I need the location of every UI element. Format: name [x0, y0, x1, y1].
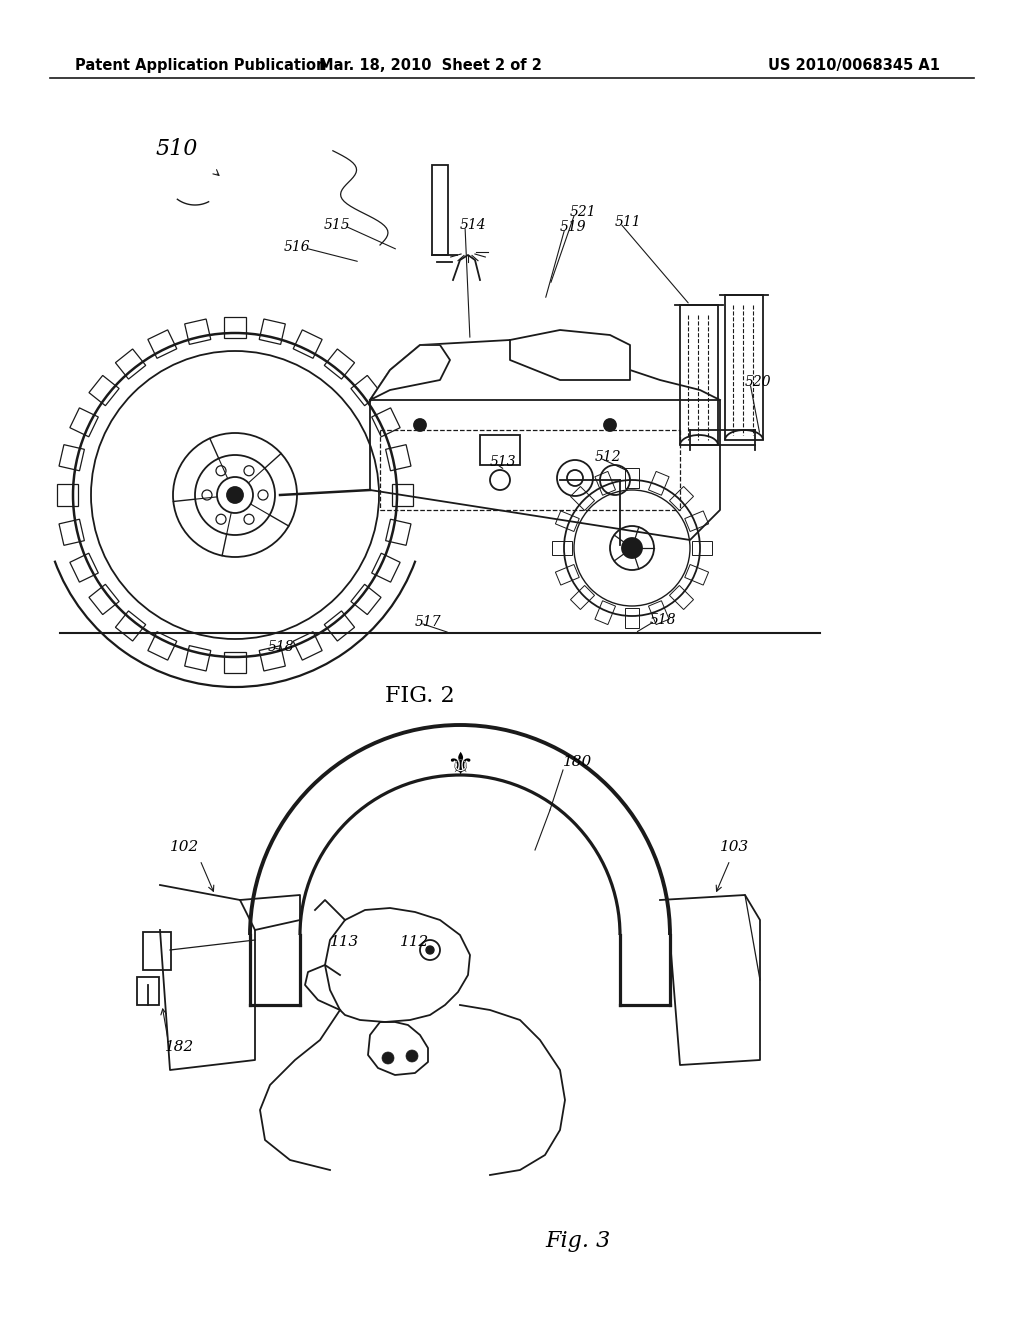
Text: 511: 511	[615, 215, 642, 228]
Polygon shape	[370, 345, 450, 400]
Text: 102: 102	[170, 840, 200, 854]
Text: 513: 513	[490, 455, 517, 469]
Text: 103: 103	[720, 840, 750, 854]
Circle shape	[604, 418, 616, 432]
Circle shape	[244, 515, 254, 524]
Text: 113: 113	[330, 935, 359, 949]
Circle shape	[382, 1052, 394, 1064]
Circle shape	[216, 515, 226, 524]
Circle shape	[227, 487, 243, 503]
Text: 514: 514	[460, 218, 486, 232]
Bar	[725, 294, 763, 440]
Text: 517: 517	[415, 615, 441, 630]
Circle shape	[622, 539, 642, 558]
Circle shape	[202, 490, 212, 500]
Circle shape	[244, 466, 254, 475]
Text: 182: 182	[165, 1040, 195, 1053]
Text: ⚜: ⚜	[446, 751, 474, 780]
Text: 520: 520	[745, 375, 772, 389]
Circle shape	[406, 1049, 418, 1063]
Circle shape	[414, 418, 426, 432]
Bar	[137, 977, 159, 1005]
Circle shape	[426, 946, 434, 954]
Text: Fig. 3: Fig. 3	[545, 1230, 610, 1251]
Text: 518: 518	[650, 612, 677, 627]
Text: Patent Application Publication: Patent Application Publication	[75, 58, 327, 73]
Text: Mar. 18, 2010  Sheet 2 of 2: Mar. 18, 2010 Sheet 2 of 2	[318, 58, 542, 73]
Text: 519: 519	[560, 220, 587, 234]
Bar	[680, 305, 718, 445]
Polygon shape	[510, 330, 630, 380]
Text: 510: 510	[155, 139, 198, 160]
Circle shape	[258, 490, 268, 500]
Text: 180: 180	[563, 755, 592, 770]
Text: 521: 521	[570, 205, 597, 219]
Bar	[143, 932, 171, 970]
Text: 518: 518	[268, 640, 295, 653]
Circle shape	[216, 466, 226, 475]
Bar	[432, 165, 449, 255]
Text: US 2010/0068345 A1: US 2010/0068345 A1	[768, 58, 940, 73]
Text: 512: 512	[595, 450, 622, 465]
Text: 112: 112	[400, 935, 429, 949]
Text: 516: 516	[284, 240, 310, 253]
Bar	[480, 436, 520, 465]
Text: FIG. 2: FIG. 2	[385, 685, 455, 708]
Text: 515: 515	[324, 218, 350, 232]
